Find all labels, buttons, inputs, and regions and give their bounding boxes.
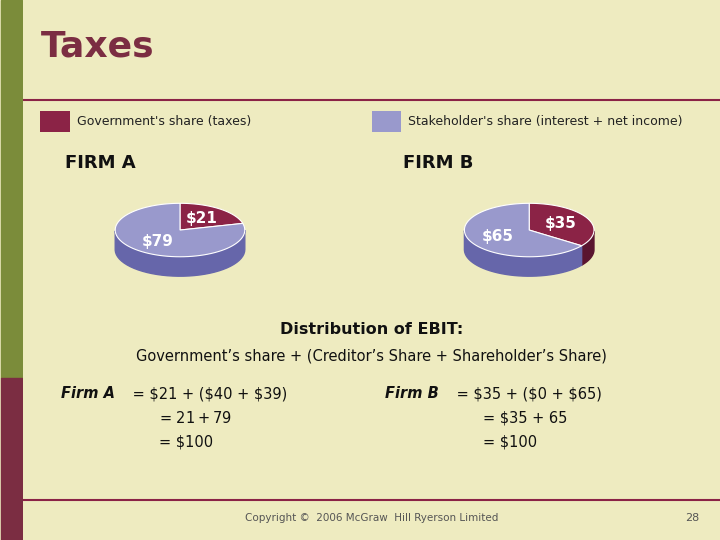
Polygon shape [529,203,594,246]
Polygon shape [115,230,245,276]
Text: FIRM A: FIRM A [65,154,135,172]
Text: Government’s share + (Creditor’s Share + Shareholder’s Share): Government’s share + (Creditor’s Share +… [136,349,607,364]
Text: Firm B: Firm B [385,386,439,401]
Text: = $21 + $79: = $21 + $79 [159,410,232,427]
Bar [1,0,22,378]
Text: Taxes: Taxes [40,30,154,64]
Text: $65: $65 [482,229,513,244]
Text: = $21 + ($40 + $39): = $21 + ($40 + $39) [127,386,287,401]
Bar [1,378,22,540]
FancyBboxPatch shape [372,111,401,132]
Text: FIRM B: FIRM B [403,154,473,172]
Text: $79: $79 [143,234,174,249]
Polygon shape [464,231,582,276]
Text: Copyright ©  2006 McGraw  Hill Ryerson Limited: Copyright © 2006 McGraw Hill Ryerson Lim… [245,514,498,523]
Text: Firm A: Firm A [61,386,115,401]
Text: = $100: = $100 [483,435,537,450]
Text: Government's share (taxes): Government's share (taxes) [78,115,252,128]
Polygon shape [180,203,243,230]
Text: = $35 + ($0 + $65): = $35 + ($0 + $65) [451,386,601,401]
Polygon shape [464,203,582,256]
Text: = $100: = $100 [159,435,213,450]
Text: Distribution of EBIT:: Distribution of EBIT: [280,322,463,337]
Text: = $35 + 65: = $35 + 65 [483,410,567,426]
Text: $21: $21 [186,211,217,226]
Polygon shape [115,203,245,256]
FancyBboxPatch shape [40,111,70,132]
Text: $35: $35 [545,216,577,231]
Polygon shape [582,231,594,265]
Text: 28: 28 [685,514,699,523]
Text: Stakeholder's share (interest + net income): Stakeholder's share (interest + net inco… [408,115,683,128]
